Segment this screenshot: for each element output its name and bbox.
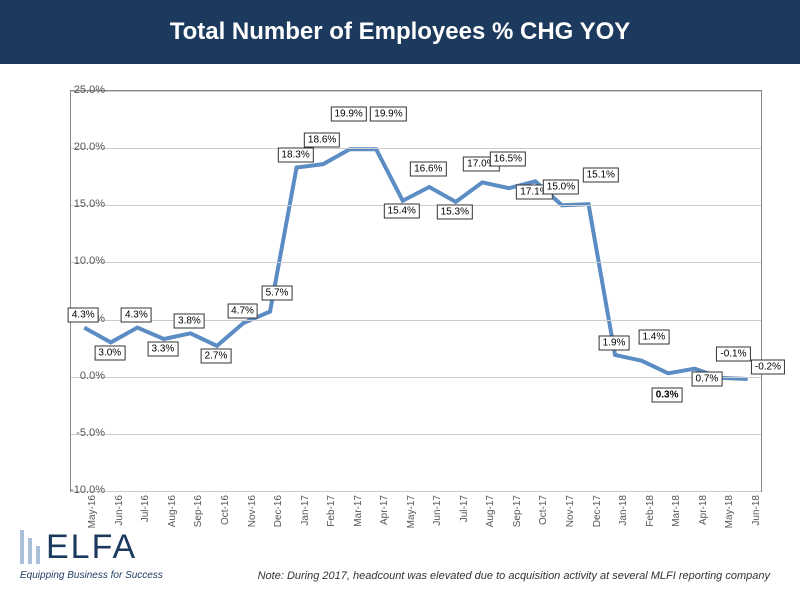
data-label: 18.6%	[304, 133, 340, 148]
data-label: -0.2%	[751, 359, 785, 374]
x-tick-label: Sep-17	[512, 495, 523, 527]
data-label: 18.3%	[277, 148, 313, 163]
gridline	[71, 434, 761, 435]
elfa-logo: ELFA Equipping Business for Success	[20, 530, 200, 590]
x-tick-label: Nov-16	[247, 495, 258, 527]
gridline	[71, 262, 761, 263]
data-label: 19.9%	[370, 107, 406, 122]
data-label: -0.1%	[716, 347, 750, 362]
data-label: 15.4%	[384, 204, 420, 219]
data-label: 15.3%	[437, 205, 473, 220]
x-tick-label: Feb-18	[645, 495, 656, 527]
gridline	[71, 148, 761, 149]
logo-text: ELFA	[46, 530, 137, 564]
data-label: 1.9%	[599, 335, 630, 350]
x-tick-label: May-17	[406, 495, 417, 528]
x-tick-label: May-16	[87, 495, 98, 528]
x-tick-label: Dec-16	[273, 495, 284, 527]
data-label: 19.9%	[330, 107, 366, 122]
gridline	[71, 377, 761, 378]
data-label: 2.7%	[201, 349, 232, 364]
data-label: 3.3%	[147, 342, 178, 357]
x-tick-label: Jan-17	[300, 495, 311, 526]
logo-tagline: Equipping Business for Success	[20, 570, 163, 581]
chart-plot	[70, 90, 762, 492]
footnote: Note: During 2017, headcount was elevate…	[258, 570, 770, 582]
x-tick-label: Jul-17	[459, 495, 470, 522]
x-tick-label: Aug-17	[485, 495, 496, 527]
data-label: 15.1%	[583, 167, 619, 182]
data-label: 16.6%	[410, 161, 446, 176]
x-tick-label: Aug-16	[167, 495, 178, 527]
data-label: 0.7%	[692, 372, 723, 387]
x-tick-label: May-18	[724, 495, 735, 528]
data-label: 16.5%	[490, 151, 526, 166]
x-tick-label: Jul-16	[140, 495, 151, 522]
data-label: 4.3%	[121, 308, 152, 323]
data-line	[84, 149, 747, 379]
x-tick-label: Apr-17	[379, 495, 390, 525]
data-label: 4.7%	[227, 303, 258, 318]
x-tick-label: Jun-18	[751, 495, 762, 526]
data-label: 3.0%	[94, 345, 125, 360]
chart-svg	[71, 91, 761, 491]
x-tick-label: Nov-17	[565, 495, 576, 527]
y-tick-label: 20.0%	[74, 141, 105, 153]
x-tick-label: Dec-17	[592, 495, 603, 527]
page-title: Total Number of Employees % CHG YOY	[0, 0, 800, 64]
y-tick-label: 25.0%	[74, 84, 105, 96]
x-tick-label: Oct-17	[538, 495, 549, 525]
data-label: 3.8%	[174, 313, 205, 328]
data-label: 1.4%	[638, 329, 669, 344]
y-tick-label: 15.0%	[74, 198, 105, 210]
data-label: 0.3%	[652, 388, 683, 403]
x-tick-label: Jan-18	[618, 495, 629, 526]
gridline	[71, 491, 761, 492]
data-label: 5.7%	[262, 286, 293, 301]
data-label: 15.0%	[543, 180, 579, 195]
data-label: 4.3%	[68, 308, 99, 323]
x-tick-label: Mar-18	[671, 495, 682, 527]
gridline	[71, 91, 761, 92]
x-tick-label: Jun-17	[432, 495, 443, 526]
x-tick-label: Jun-16	[114, 495, 125, 526]
y-tick-label: 0.0%	[80, 370, 105, 382]
x-tick-label: Feb-17	[326, 495, 337, 527]
y-tick-label: 10.0%	[74, 255, 105, 267]
x-tick-label: Sep-16	[193, 495, 204, 527]
y-tick-label: -5.0%	[76, 427, 105, 439]
x-tick-label: Oct-16	[220, 495, 231, 525]
x-tick-label: Mar-17	[353, 495, 364, 527]
x-tick-label: Apr-18	[698, 495, 709, 525]
